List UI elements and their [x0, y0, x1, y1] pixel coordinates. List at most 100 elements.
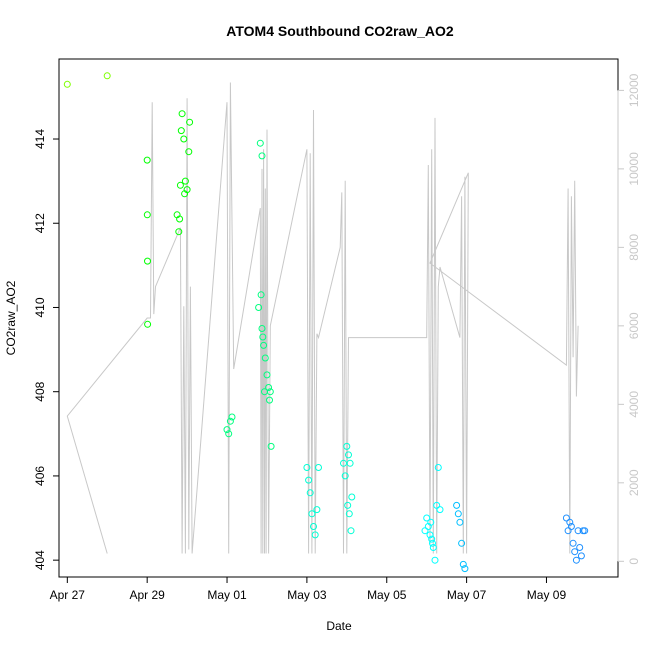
data-point	[311, 531, 319, 539]
data-point	[178, 110, 186, 118]
data-point	[144, 257, 151, 265]
data-point	[261, 388, 268, 396]
x-axis-label: Date	[326, 619, 352, 633]
data-point	[176, 181, 184, 189]
y-axis: 404 406 408 410 412 414	[33, 129, 59, 570]
data-point	[186, 118, 194, 126]
data-point	[181, 190, 189, 198]
data-point	[581, 527, 589, 535]
data-point	[343, 442, 351, 450]
data-point	[225, 430, 233, 438]
data-point	[574, 527, 582, 535]
data-point	[177, 127, 185, 135]
data-point	[571, 548, 579, 556]
right-axis-series-line	[66, 82, 579, 554]
y2-tick-label: 8000	[627, 234, 641, 261]
y-tick-label: 412	[33, 213, 47, 233]
data-point	[63, 80, 71, 88]
data-point	[566, 518, 574, 526]
data-point	[426, 531, 434, 539]
y2-tick-label: 6000	[627, 312, 641, 339]
x-tick-label: May 01	[207, 588, 247, 602]
scatter-points-layer	[63, 72, 589, 573]
data-point	[454, 510, 462, 518]
data-point	[344, 501, 352, 509]
x-tick-label: Apr 29	[129, 588, 165, 602]
data-point	[228, 413, 236, 421]
data-point	[436, 506, 444, 514]
y2-tick-label: 10000	[627, 152, 641, 186]
data-point	[461, 565, 469, 573]
x-tick-label: May 09	[527, 588, 567, 602]
data-point	[434, 464, 442, 471]
x-tick-label: Apr 27	[50, 588, 86, 602]
y-tick-label: 414	[33, 129, 47, 149]
data-point	[567, 523, 575, 530]
data-point	[572, 556, 580, 564]
data-point	[144, 320, 152, 328]
data-point	[456, 518, 464, 526]
data-point	[267, 442, 275, 450]
data-point	[175, 228, 183, 236]
y-axis-label: CO2raw_AO2	[4, 280, 18, 355]
data-point	[340, 459, 347, 467]
data-point	[176, 215, 184, 223]
data-point	[313, 506, 321, 514]
data-point	[263, 371, 271, 379]
y-tick-label: 404	[33, 550, 47, 570]
x-axis: Apr 27 Apr 29 May 01 May 03 May 05 May 07 May …	[50, 577, 567, 602]
y-tick-label: 408	[33, 381, 47, 401]
y2-tick-label: 4000	[627, 391, 641, 418]
y2-tick-label: 0	[627, 558, 641, 565]
data-point	[226, 417, 234, 425]
data-point	[143, 211, 151, 219]
data-point	[564, 527, 572, 535]
data-point	[310, 523, 317, 530]
data-point	[562, 514, 570, 522]
y2-tick-label: 12000	[627, 73, 641, 107]
data-point	[421, 527, 429, 535]
data-point	[103, 72, 111, 80]
x-tick-label: May 07	[447, 588, 487, 602]
data-point	[577, 552, 585, 560]
data-point	[341, 472, 349, 480]
data-point	[255, 304, 263, 311]
data-point	[265, 384, 273, 391]
data-point	[223, 426, 231, 434]
data-point	[303, 464, 311, 471]
y2-axis: 0 2000 4000 6000 8000 10000 12000	[617, 73, 641, 565]
data-point	[266, 396, 273, 404]
data-point	[181, 177, 189, 185]
y-tick-label: 410	[33, 297, 47, 317]
data-point	[429, 544, 437, 551]
data-point	[429, 539, 436, 547]
data-point	[306, 489, 314, 497]
data-point	[143, 156, 151, 164]
data-point	[185, 148, 193, 156]
data-point	[257, 291, 265, 299]
data-point	[427, 518, 435, 526]
x-tick-label: May 03	[287, 588, 327, 602]
right-axis-series-layer	[66, 82, 579, 554]
data-point	[258, 152, 266, 160]
data-point	[433, 501, 441, 509]
data-point	[258, 325, 266, 332]
x-tick-label: May 05	[367, 588, 407, 602]
data-point	[576, 544, 584, 551]
data-point	[259, 333, 267, 341]
data-point	[346, 459, 354, 467]
data-point	[345, 510, 353, 518]
data-point	[260, 341, 268, 349]
y2-tick-label: 2000	[627, 469, 641, 496]
data-point	[256, 139, 264, 147]
data-point	[428, 535, 436, 543]
data-point	[348, 493, 356, 501]
data-point	[180, 135, 188, 143]
data-point	[347, 527, 355, 535]
y-tick-label: 406	[33, 466, 47, 486]
data-point	[431, 556, 439, 564]
data-point	[261, 354, 269, 362]
data-point	[423, 514, 431, 522]
